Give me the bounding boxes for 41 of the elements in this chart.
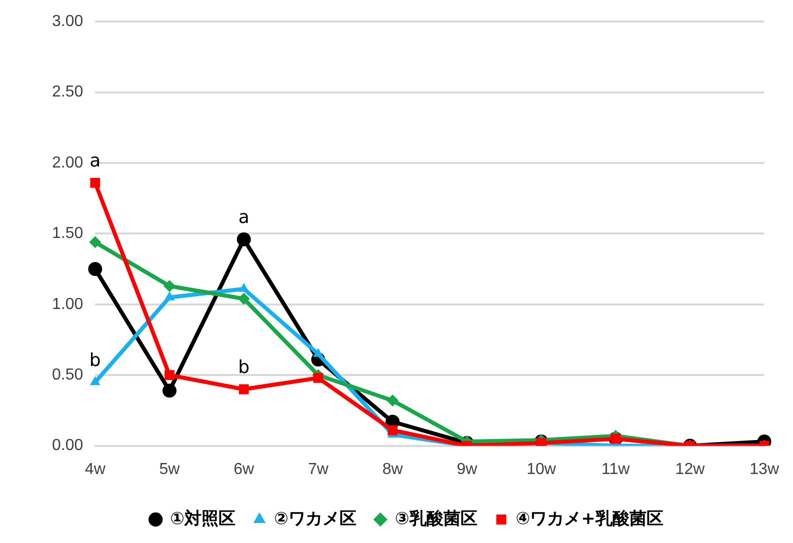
point: [313, 372, 324, 383]
point: [90, 178, 100, 188]
y-tick-label: 0.50: [52, 366, 84, 384]
x-tick-label: 6w: [234, 460, 255, 478]
y-tick-label: 0.00: [52, 437, 84, 454]
x-tick-label: 9w: [456, 460, 478, 478]
x-tick-label: 12w: [675, 460, 706, 478]
point: [238, 282, 250, 292]
x-tick-label: 13w: [750, 460, 780, 478]
x-tick-label: 4w: [84, 460, 106, 478]
point: [89, 236, 102, 248]
point: [164, 370, 174, 380]
y-tick-label: 1.50: [52, 225, 84, 242]
point: [162, 384, 176, 398]
y-tick-label: 3.00: [52, 13, 84, 30]
x-tick-label: 8w: [382, 460, 404, 478]
legend-label: ④ワカメ+乳酸菌区: [516, 508, 664, 529]
point: [90, 376, 100, 386]
y-tick-label: 2.00: [52, 154, 84, 172]
legend-label: ③乳酸菌区: [394, 508, 478, 529]
point: [88, 262, 102, 276]
annotation: b: [238, 356, 250, 378]
x-tick-label: 11w: [602, 460, 630, 478]
x-tick-label: 5w: [159, 460, 180, 478]
point: [388, 425, 398, 436]
point: [313, 348, 324, 357]
point: [386, 394, 399, 407]
x-tick-label: 7w: [308, 460, 329, 478]
point: [236, 232, 251, 246]
legend-label: ①対照区: [170, 508, 236, 529]
annotation: a: [238, 207, 250, 228]
y-tick-label: 2.50: [52, 84, 84, 101]
y-tick-label: 1.00: [52, 296, 84, 313]
point: [238, 384, 249, 394]
legend-label: ②ワカメ区: [274, 508, 356, 529]
annotation: b: [89, 350, 101, 371]
point: [163, 280, 176, 292]
point: [238, 292, 250, 305]
point: [164, 291, 175, 300]
x-tick-label: 10w: [526, 460, 556, 478]
annotation: a: [90, 150, 101, 172]
